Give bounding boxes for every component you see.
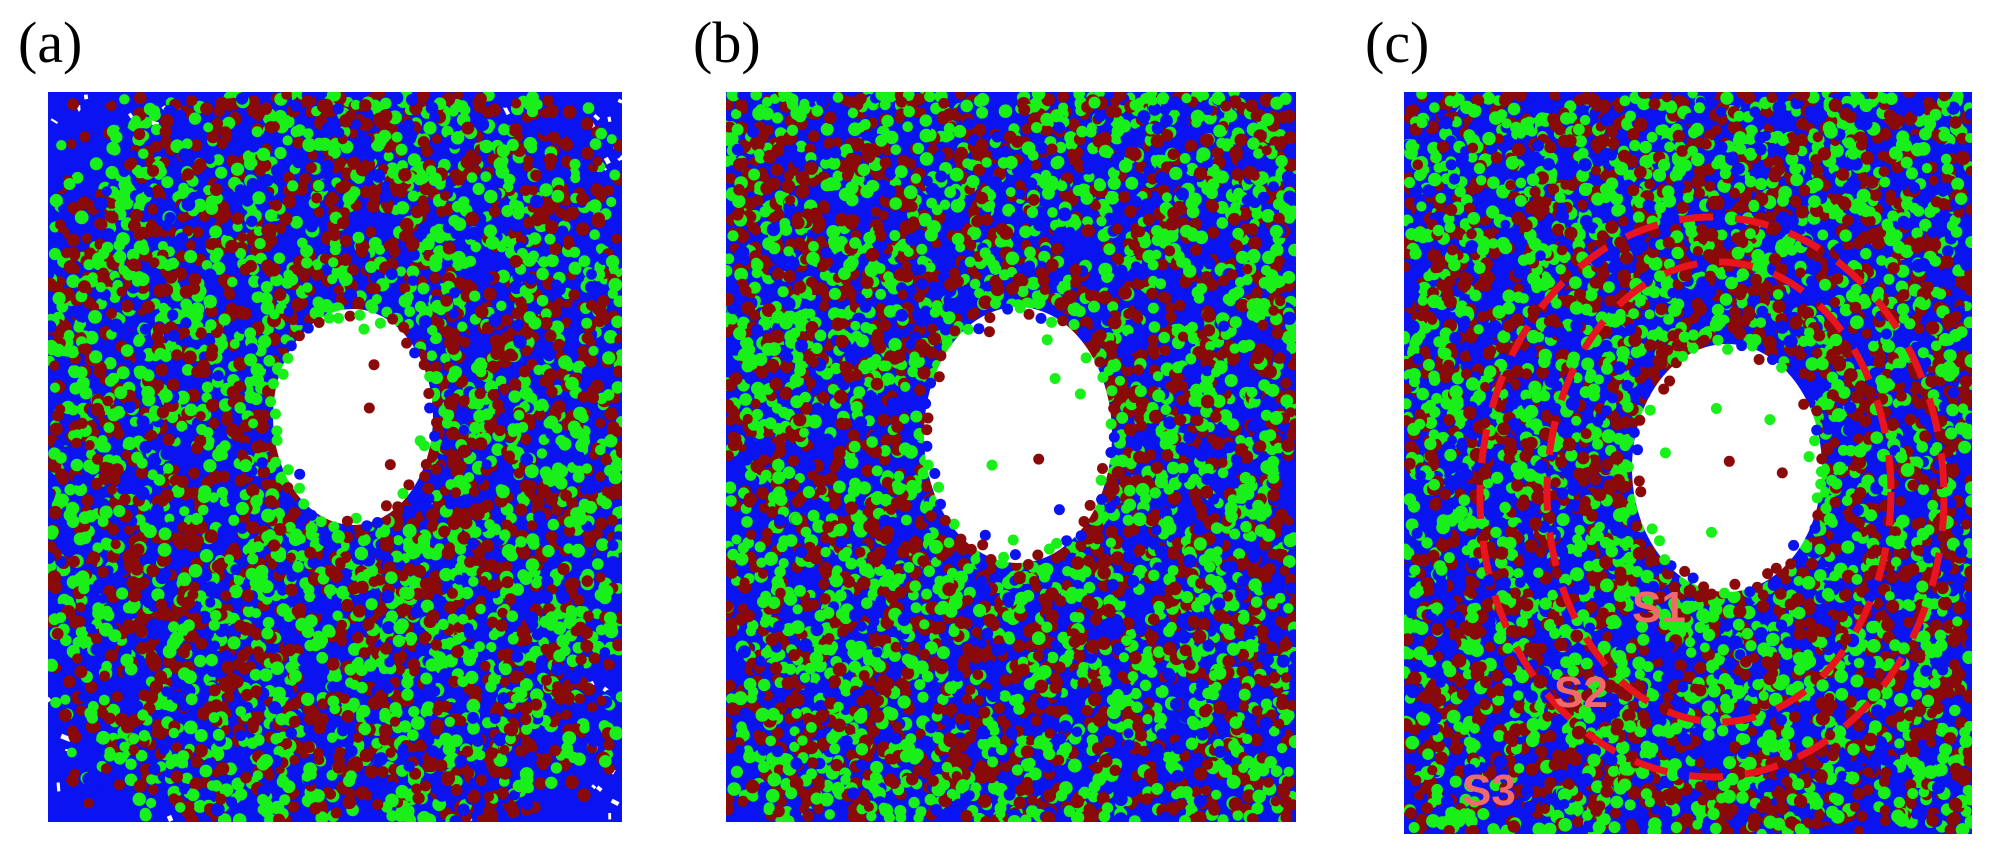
simulation-panel-a xyxy=(48,92,622,822)
shell-outline-s2 xyxy=(1543,258,1895,726)
particle-field-c: S1 S2 S3 xyxy=(1404,92,1972,834)
particle-field-a xyxy=(48,92,622,822)
panel-label-b: (b) xyxy=(693,10,761,75)
shell-label-s1: S1 xyxy=(1632,583,1686,632)
shell-label-s3: S3 xyxy=(1462,766,1516,815)
void-region xyxy=(273,309,433,525)
simulation-panel-c: S1 S2 S3 xyxy=(1404,92,1972,834)
shell-outline-s3 xyxy=(1476,213,1948,781)
panel-label-c: (c) xyxy=(1365,10,1430,75)
particle-field-b xyxy=(726,92,1296,822)
shell-outlines xyxy=(1476,213,1948,781)
void-particles xyxy=(920,298,1120,570)
particles xyxy=(1404,92,1972,834)
void-region xyxy=(1632,344,1822,592)
void-region xyxy=(924,307,1112,563)
particles xyxy=(726,92,1296,822)
panel-label-a: (a) xyxy=(18,10,83,75)
simulation-panel-b xyxy=(726,92,1296,822)
void-particles xyxy=(265,302,442,533)
shell-label-s2: S2 xyxy=(1554,668,1608,717)
void-particles xyxy=(1622,334,1828,600)
